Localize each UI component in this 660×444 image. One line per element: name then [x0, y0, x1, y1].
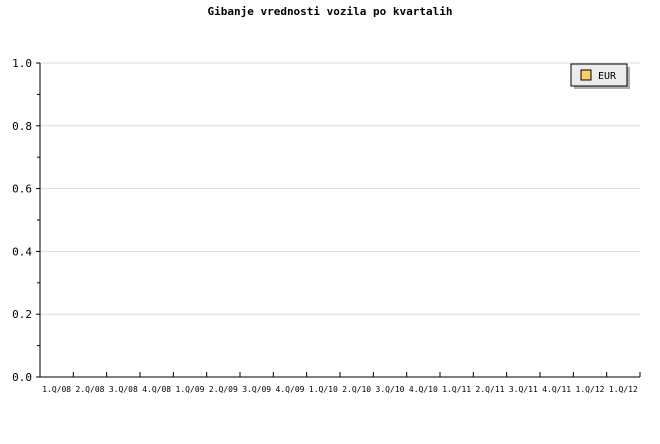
y-tick-label: 0.4 [12, 245, 32, 258]
legend-swatch-eur [580, 69, 592, 81]
x-tick-label: 3.Q/08 [109, 385, 138, 394]
x-tick-label: 1.Q/12 [576, 385, 605, 394]
x-tick-label: 2.Q/08 [76, 385, 105, 394]
axes [36, 62, 641, 378]
legend: EUR [570, 63, 630, 89]
x-tick-label: 2.Q/11 [476, 385, 505, 394]
x-tick-label: 3.Q/11 [509, 385, 538, 394]
y-tick-label: 0.2 [12, 308, 32, 321]
x-tick-label: 1.Q/10 [309, 385, 338, 394]
x-tick-label: 1.Q/11 [442, 385, 471, 394]
grid [40, 62, 640, 315]
x-tick-label: 4.Q/10 [409, 385, 438, 394]
x-tick-label: 4.Q/09 [276, 385, 305, 394]
x-tick-label: 2.Q/09 [209, 385, 238, 394]
x-tick-label: 1.Q/12 [609, 385, 638, 394]
y-tick-label: 0.0 [12, 371, 32, 384]
x-tick-label: 1.Q/09 [176, 385, 205, 394]
x-tick-label: 1.Q/08 [42, 385, 71, 394]
y-tick-label: 1.0 [12, 57, 32, 70]
legend-label-eur: EUR [598, 71, 617, 82]
x-tick-label: 3.Q/10 [376, 385, 405, 394]
y-tick-label: 0.8 [12, 120, 32, 133]
y-tick-label: 0.6 [12, 183, 32, 196]
x-tick-label: 4.Q/08 [142, 385, 171, 394]
chart-title: Gibanje vrednosti vozila po kvartalih [207, 5, 452, 18]
x-tick-label: 3.Q/09 [242, 385, 271, 394]
y-tick-labels: 0.0 0.2 0.4 0.6 0.8 1.0 [12, 57, 32, 384]
x-tick-label: 2.Q/10 [342, 385, 371, 394]
x-tick-label: 4.Q/11 [542, 385, 571, 394]
x-tick-labels: 1.Q/08 2.Q/08 3.Q/08 4.Q/08 1.Q/09 2.Q/09 3.Q/… [42, 385, 638, 394]
